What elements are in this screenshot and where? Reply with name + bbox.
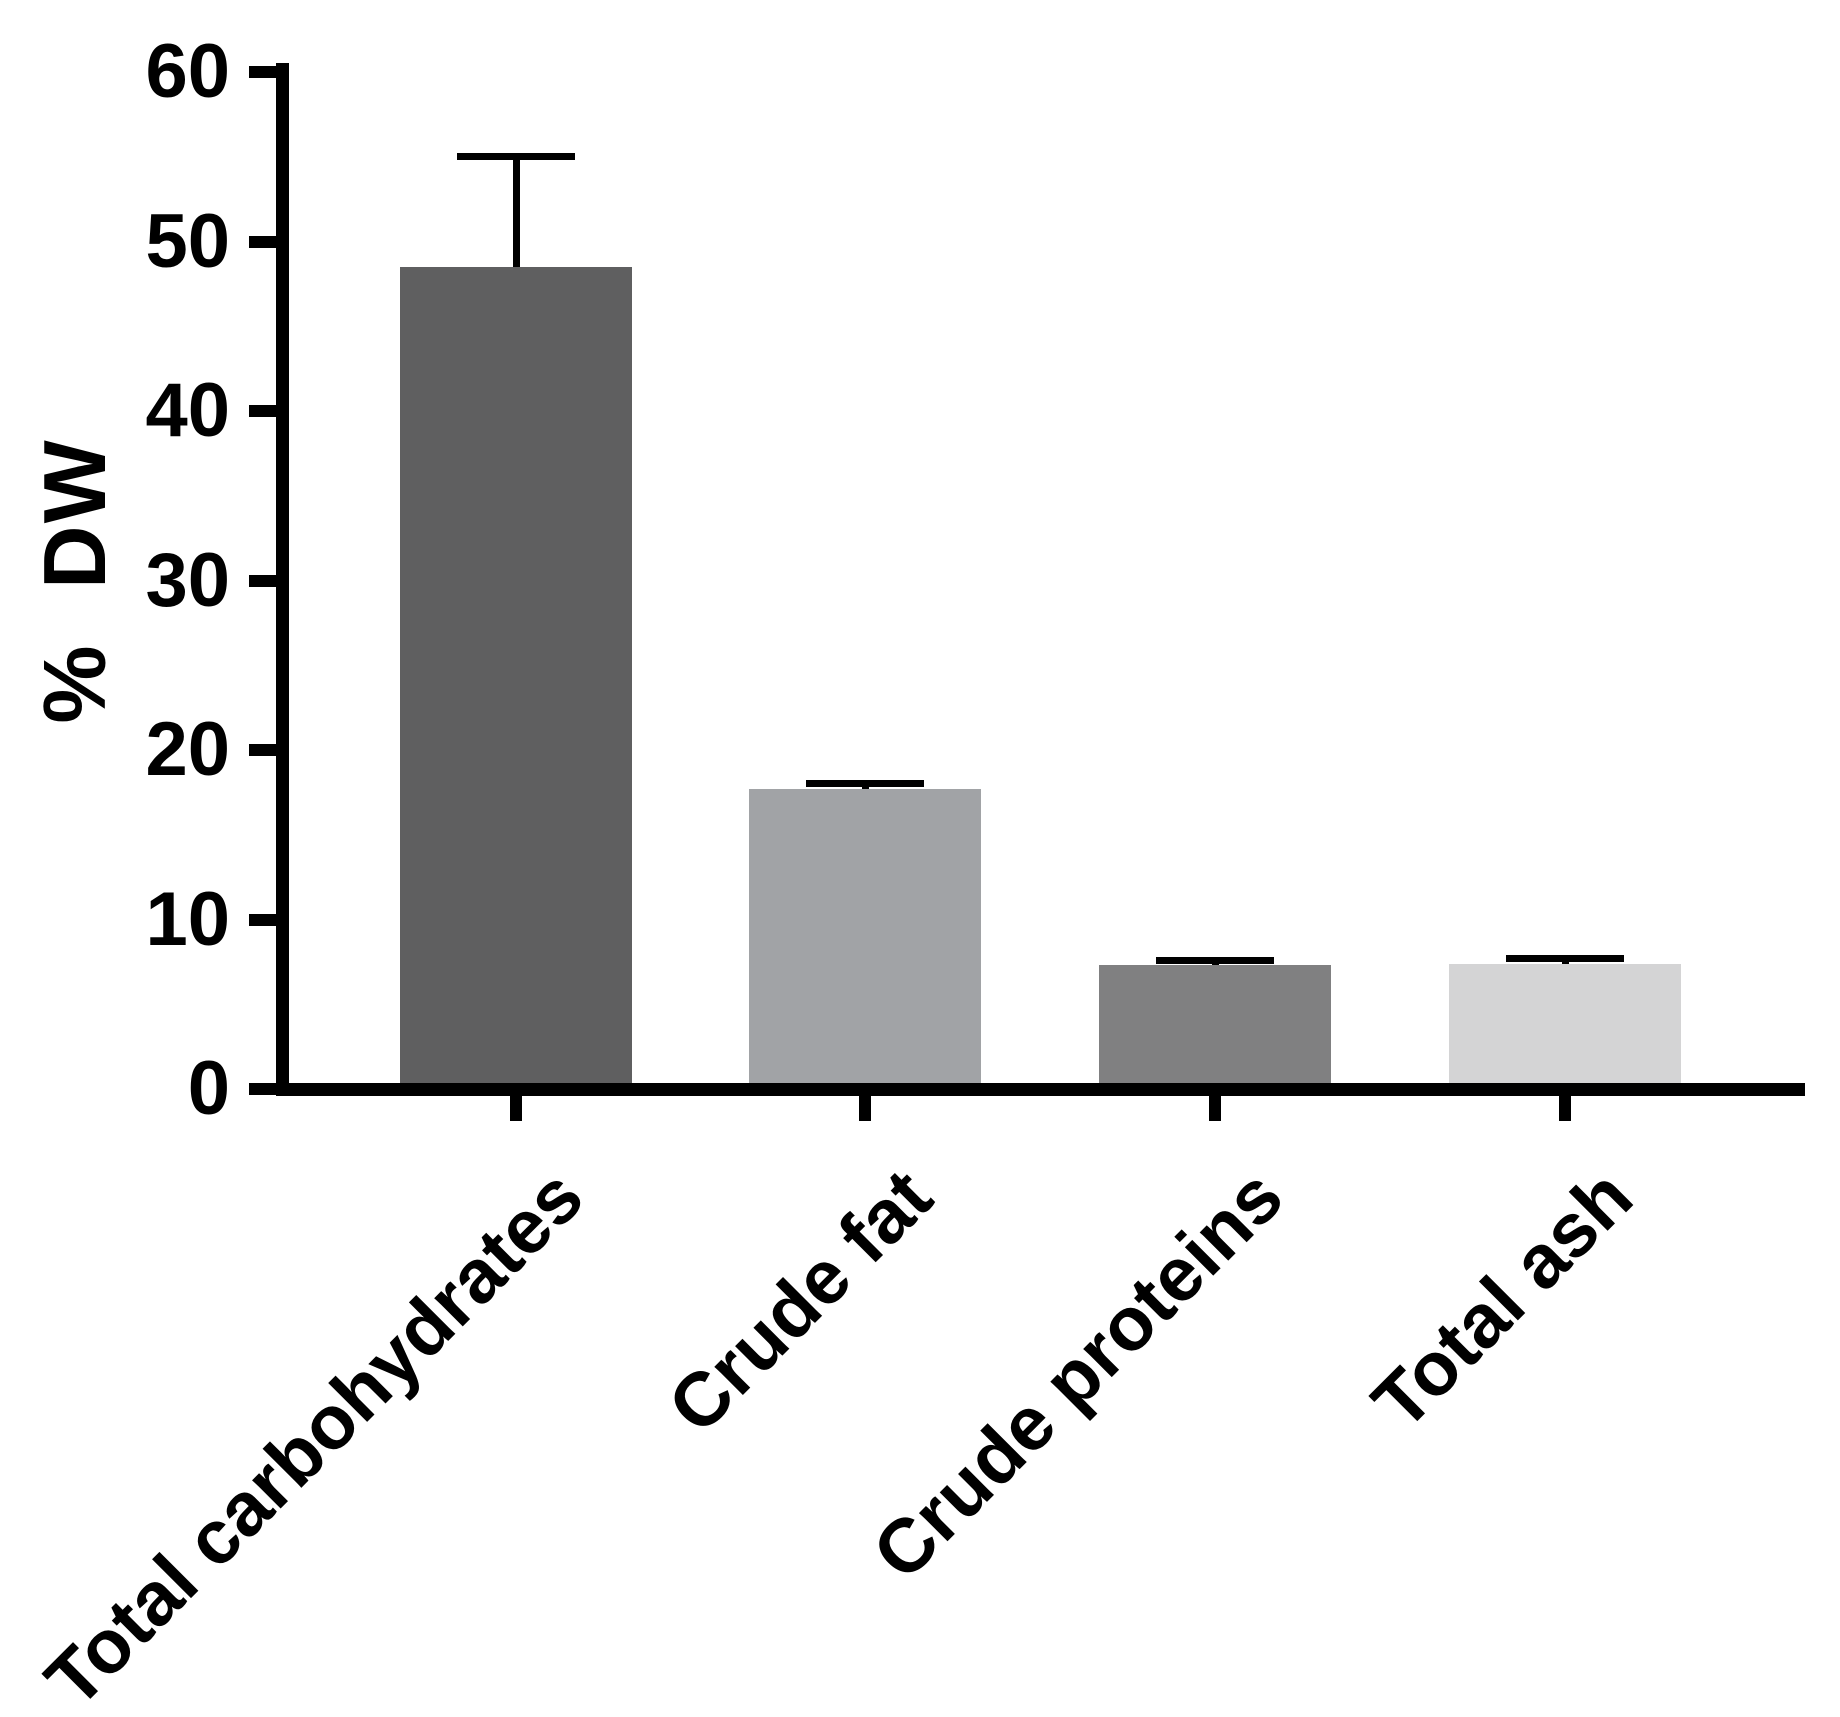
y-axis-tick-label-10: 10: [145, 876, 230, 962]
x-axis-label-total-ash: Total ash: [1356, 1153, 1649, 1446]
error-bar-cap-crude-proteins: [1156, 956, 1274, 964]
error-bar-cap-total-ash: [1506, 954, 1624, 962]
x-axis-line: [276, 1083, 1805, 1096]
y-axis-tick-30: [249, 574, 276, 587]
x-axis-tick-crude-proteins: [1209, 1096, 1221, 1121]
error-bar-stem-total-carbohydrates: [512, 156, 520, 267]
y-axis-tick-label-60: 60: [145, 29, 230, 114]
y-axis-tick-label-40: 40: [145, 368, 230, 453]
y-axis-tick-20: [249, 744, 276, 756]
bar-crude-fat: [749, 788, 981, 1083]
bar-total-carbohydrates: [400, 266, 632, 1083]
error-bar-cap-crude-fat: [806, 780, 924, 788]
x-axis-label-crude-fat: Crude fat: [652, 1153, 949, 1450]
y-axis-tick-label-50: 50: [145, 198, 230, 284]
x-axis-tick-crude-fat: [859, 1096, 871, 1121]
y-axis-tick-60: [249, 66, 276, 78]
bar-crude-proteins: [1099, 965, 1331, 1083]
error-bar-cap-total-carbohydrates: [457, 153, 575, 161]
x-axis-tick-total-carbohydrates: [510, 1096, 522, 1121]
bar-total-ash: [1449, 963, 1681, 1083]
x-axis-tick-total-ash: [1559, 1096, 1571, 1121]
y-axis-line: [276, 63, 289, 1096]
y-axis-tick-40: [249, 405, 276, 417]
y-axis-tick-label-0: 0: [187, 1046, 230, 1131]
y-axis-tick-10: [249, 913, 276, 926]
y-axis-tick-label-20: 20: [145, 707, 230, 792]
y-axis-tick-label-30: 30: [145, 537, 230, 623]
x-axis-label-total-carbohydrates: Total carbohydrates: [29, 1153, 600, 1717]
y-axis-tick-50: [249, 235, 276, 248]
y-axis-tick-0: [249, 1083, 276, 1095]
